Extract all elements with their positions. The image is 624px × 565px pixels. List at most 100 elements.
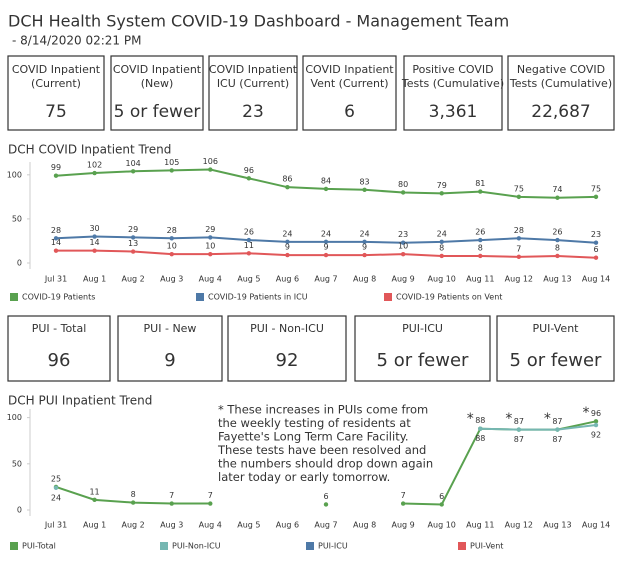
kpi-card	[117, 315, 223, 382]
data-label: 105	[164, 158, 179, 167]
data-point	[92, 497, 97, 503]
y-tick-label: 50	[12, 214, 22, 223]
kpi-value: 9	[164, 350, 175, 371]
kpi-card	[227, 315, 347, 382]
data-point	[400, 251, 406, 257]
data-label: 28	[167, 226, 177, 235]
data-label: 24	[321, 229, 331, 238]
data-label: 24	[282, 229, 292, 238]
data-point	[169, 236, 174, 241]
data-label: 96	[591, 409, 601, 418]
data-point	[323, 239, 329, 245]
kpi-card	[7, 315, 111, 382]
kpi-value: 5 or fewer	[114, 102, 201, 122]
x-tick-label: Aug 10	[428, 275, 456, 284]
kpi-label: PUI-ICU	[402, 322, 443, 335]
data-label: 28	[51, 226, 61, 235]
x-tick-label: Aug 2	[122, 521, 145, 530]
data-point	[593, 422, 599, 428]
kpi-value: 92	[276, 350, 299, 371]
kpi-label: COVID Inpatient	[12, 63, 101, 76]
annotation-marker: *	[467, 411, 474, 427]
data-label: 92	[591, 431, 601, 440]
x-tick-label: Aug 11	[466, 275, 494, 284]
data-point	[130, 235, 136, 240]
legend-swatch	[10, 293, 18, 301]
data-point	[285, 252, 290, 258]
data-label: 9	[362, 243, 367, 252]
kpi-label: PUI - Non-ICU	[250, 322, 324, 335]
chart-title: DCH PUI Inpatient Trend	[8, 394, 152, 408]
kpi-label: Vent (Current)	[310, 77, 388, 90]
data-point	[516, 254, 522, 260]
kpi-card	[354, 315, 491, 382]
data-point	[92, 248, 97, 253]
x-tick-label: Aug 11	[466, 521, 494, 530]
y-tick-label: 0	[17, 259, 22, 268]
data-label: 84	[321, 176, 331, 185]
legend-label: PUI-Total	[22, 542, 56, 551]
data-point	[400, 190, 406, 195]
data-point	[593, 194, 599, 200]
data-point	[169, 168, 174, 173]
data-point	[478, 189, 483, 194]
data-label: 88	[475, 434, 485, 443]
kpi-card	[403, 55, 503, 131]
data-label: 8	[131, 490, 136, 499]
kpi-value: 23	[242, 102, 264, 122]
data-label: 87	[514, 417, 524, 426]
kpi-value: 22,687	[531, 102, 590, 122]
data-label: 26	[244, 228, 254, 237]
annotation: These tests have been resolved and	[217, 443, 426, 457]
data-point	[593, 240, 599, 245]
data-point	[439, 191, 444, 196]
data-label: 81	[475, 179, 485, 188]
annotation: Fayette's Long Term Care Facility.	[218, 430, 409, 444]
data-label: 75	[514, 184, 524, 193]
kpi-label: PUI-Vent	[533, 322, 580, 335]
data-label: 14	[89, 238, 99, 247]
data-point	[323, 252, 329, 258]
kpi-label: (New)	[141, 77, 174, 90]
kpi-card	[7, 55, 105, 131]
y-tick-label: 100	[7, 170, 22, 179]
kpi-label: ICU (Current)	[217, 77, 289, 90]
kpi-label: PUI - New	[144, 322, 197, 335]
data-point	[208, 501, 213, 506]
kpi-label: Tests (Cumulative)	[401, 77, 504, 90]
legend-label: COVID-19 Patients	[22, 293, 95, 302]
data-label: 23	[591, 230, 601, 239]
data-point	[130, 249, 136, 254]
data-label: 79	[437, 181, 447, 190]
x-tick-label: Aug 5	[237, 275, 260, 284]
data-point	[439, 239, 444, 245]
chart-title: DCH COVID Inpatient Trend	[8, 143, 171, 157]
data-label: 75	[591, 184, 601, 193]
data-point	[593, 419, 599, 424]
x-tick-label: Aug 8	[353, 275, 376, 284]
legend-swatch	[458, 542, 466, 550]
data-point	[400, 240, 406, 245]
data-label: 96	[244, 166, 254, 175]
x-tick-label: Aug 7	[314, 275, 337, 284]
data-point	[439, 502, 444, 507]
data-point	[246, 176, 252, 181]
annotation-marker: *	[544, 411, 551, 427]
kpi-label: Tests (Cumulative)	[509, 77, 612, 90]
data-point	[208, 167, 213, 172]
data-point	[593, 255, 599, 260]
data-point	[478, 426, 483, 431]
data-point	[555, 253, 560, 259]
data-label: 6	[439, 492, 444, 501]
x-tick-label: Aug 7	[314, 521, 337, 530]
data-point	[516, 236, 522, 241]
data-label: 24	[51, 493, 61, 502]
data-point	[53, 485, 59, 491]
x-tick-label: Aug 3	[160, 275, 183, 284]
x-tick-label: Aug 9	[392, 275, 415, 284]
title: DCH Health System COVID-19 Dashboard - M…	[8, 12, 509, 31]
annotation-marker: *	[583, 405, 590, 421]
data-point	[400, 501, 406, 506]
y-tick-label: 50	[12, 459, 22, 468]
